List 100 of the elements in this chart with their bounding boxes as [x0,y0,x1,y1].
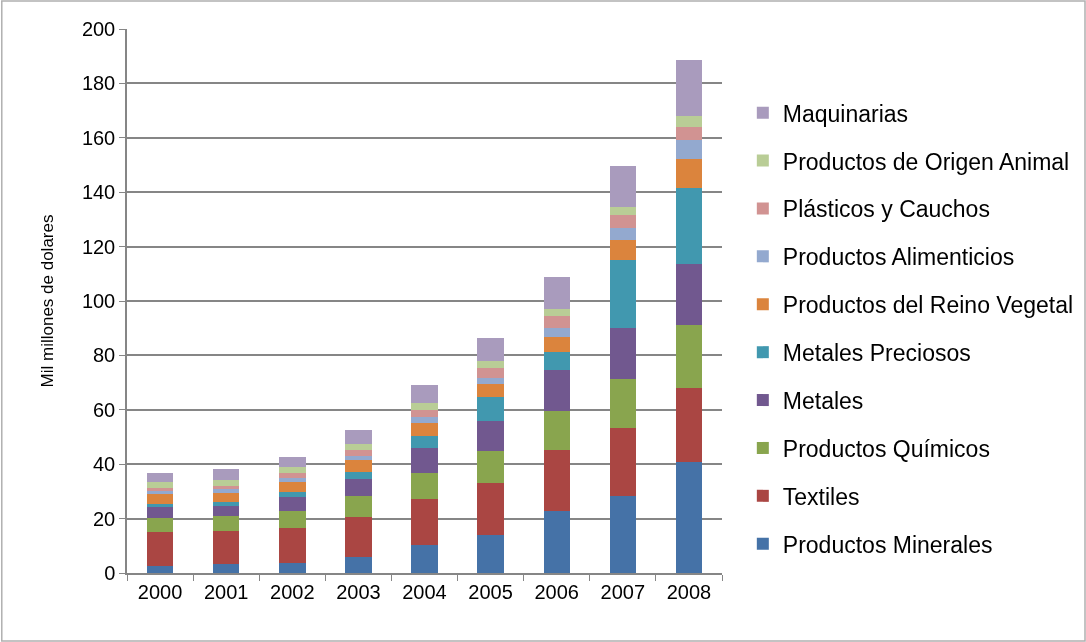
bar [411,472,438,500]
x-tick-label: 2000 [137,580,183,603]
bar [675,462,703,573]
bar [543,449,570,511]
x-tick-label: 2003 [336,580,381,603]
bar [212,515,240,532]
bar [146,518,174,533]
bar [146,482,174,488]
y-tick-label: 80 [93,344,116,367]
bar [345,478,372,497]
bar [411,436,438,449]
legend-label: Metales Preciosos [782,340,971,367]
bar [411,423,438,437]
y-tick-label: 100 [81,290,116,312]
bar [675,264,703,325]
bar [345,429,372,444]
bar [675,187,703,265]
y-axis-title: Mil millones de dolares [37,214,57,388]
x-tick-label: 2005 [468,580,513,603]
bar [543,277,570,309]
bar [345,460,372,472]
bar [345,443,372,450]
bar [477,534,504,573]
bar [675,139,703,160]
bar [279,477,306,482]
y-tick-label: 140 [81,181,116,204]
bar [146,532,174,566]
bar [675,159,703,188]
bar [609,378,637,429]
bar [675,126,703,140]
bar [609,259,637,328]
legend-label: Productos de Origen Animal [782,148,1070,175]
y-tick-label: 160 [81,126,116,149]
bar [477,483,504,535]
bar [212,563,240,573]
bar [279,467,306,474]
bar [609,206,637,216]
bar [609,227,637,240]
bar [675,388,703,463]
bar [411,499,438,545]
legend-label: Metales [782,388,864,415]
y-tick-label: 40 [93,453,116,476]
bar [212,502,240,507]
legend-label: Productos Minerales [782,531,993,558]
legend-label: Plásticos y Cauchos [782,196,990,223]
bar [543,315,570,328]
y-tick-label: 20 [93,507,116,530]
bar [279,510,306,528]
legend-label: Productos Alimenticios [782,244,1015,271]
legend-label: Productos del Reino Vegetal [782,292,1074,319]
bar [279,456,306,468]
bar [477,361,504,369]
bar [345,449,372,456]
legend-label: Maquinarias [782,100,909,127]
bar [212,488,240,494]
y-tick-label: 180 [81,72,116,95]
bar [609,215,637,228]
bar [477,397,504,422]
bar [279,563,306,573]
legend-label: Textiles [782,483,860,510]
bar [279,527,306,564]
bar [146,494,174,504]
bar [609,239,637,260]
bar [543,410,570,450]
bar [212,485,240,489]
bar [609,327,637,379]
bar [279,473,306,478]
bar [543,510,570,573]
bar [411,403,438,410]
bar [543,308,570,316]
bar [543,327,570,338]
bar [212,469,240,480]
bar [411,409,438,417]
bar [477,377,504,385]
bar [279,492,306,498]
bar [609,496,637,573]
bar [345,557,372,573]
bar [543,337,570,353]
bar [609,428,637,497]
x-tick-label: 2007 [600,580,646,603]
bar [675,324,703,389]
bar [477,421,504,452]
bar [411,384,438,403]
legend-label: Productos Químicos [782,435,990,462]
bar [411,448,438,473]
bar [477,337,504,362]
bar [345,471,372,479]
y-tick-label: 200 [81,18,116,40]
bar [345,517,372,558]
bar [675,60,703,117]
bar [609,165,637,207]
bar [675,116,703,127]
bar [146,472,174,483]
x-tick-label: 2006 [534,580,579,603]
bar [279,497,306,511]
bar [477,368,504,378]
bar [146,565,174,573]
bar [477,451,504,484]
bar [212,506,240,516]
bar [543,370,570,411]
